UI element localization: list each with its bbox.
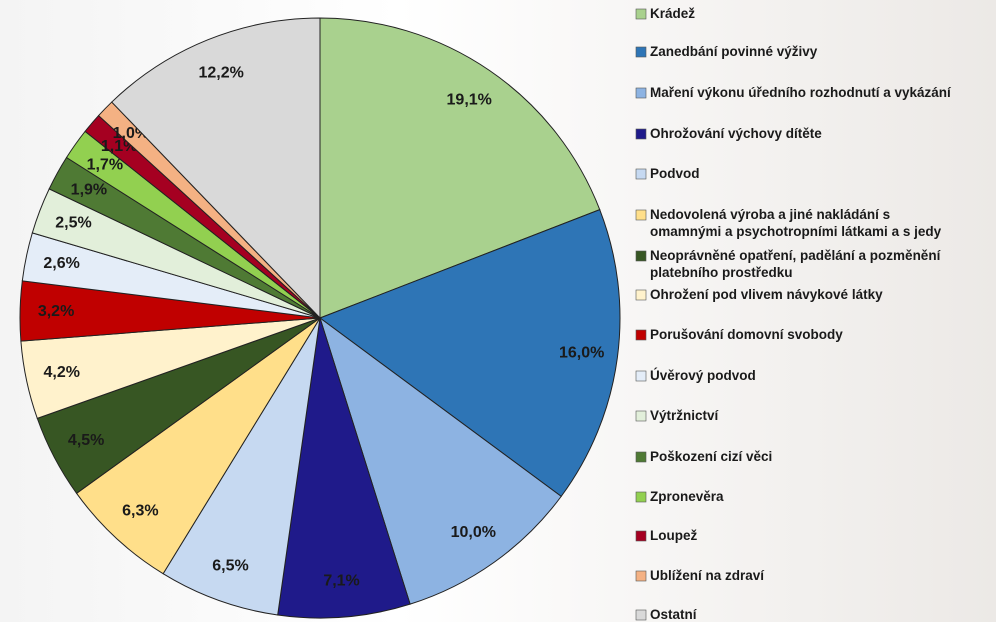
legend-swatch (635, 410, 647, 422)
legend-label: Porušování domovní svobody (650, 327, 843, 342)
legend-label: Výtržnictví (650, 408, 720, 423)
legend-swatch (635, 491, 647, 503)
legend-label: Podvod (650, 166, 700, 181)
legend-label: Loupež (650, 528, 697, 543)
legend-swatch (635, 370, 647, 382)
legend-label: Poškození cizí věci (650, 449, 772, 464)
legend-line: Nedovolená výroba a jiné nakládání s (650, 207, 890, 222)
legend-swatch (635, 8, 647, 20)
legend-line: platebního prostředku (650, 265, 793, 280)
pie-slice (277, 317, 411, 619)
legend-swatch (635, 168, 647, 180)
pie-slice (75, 317, 321, 575)
data-label: 4,2% (44, 364, 80, 381)
data-label: 6,3% (122, 503, 158, 520)
legend-line: Ohrožování výchovy dítěte (650, 126, 822, 141)
data-label: 19,1% (447, 91, 492, 108)
legend-line: Výtržnictví (650, 408, 720, 423)
legend-line: Neoprávněné opatření, padělání a pozměně… (650, 248, 942, 263)
legend-line: Úvěrový podvod (650, 368, 756, 383)
legend-swatch (635, 530, 647, 542)
legend-label: Ohrožování výchovy dítěte (650, 126, 822, 141)
data-label: 2,5% (55, 215, 91, 232)
legend-label: Ostatní (650, 607, 698, 622)
legend-line: Krádež (650, 6, 695, 21)
legend-swatch (635, 451, 647, 463)
legend-line: Poškození cizí věci (650, 449, 772, 464)
data-label: 6,5% (212, 558, 248, 575)
legend-swatch (635, 87, 647, 99)
pie-slice (111, 17, 321, 320)
pie-slice (319, 316, 562, 605)
legend-swatch (635, 46, 647, 58)
legend-label: Zanedbání povinné výživy (650, 44, 818, 59)
legend-label: Zpronevěra (650, 489, 724, 504)
legend-swatch (635, 289, 647, 301)
legend-label: Nedovolená výroba a jiné nakládání s omam… (650, 207, 942, 239)
data-label: 1,7% (87, 156, 123, 173)
legend-swatch (635, 128, 647, 140)
data-label: 7,1% (323, 572, 359, 589)
legend-swatch (635, 570, 647, 582)
data-label: 1,9% (71, 182, 107, 199)
legend-line: omamnými a psychotropními látkami a s je… (650, 224, 942, 239)
pie-slice (318, 209, 621, 498)
pie-slice (162, 317, 321, 616)
legend-line: Loupež (650, 528, 697, 543)
pie-slice (319, 17, 601, 319)
legend-swatch (635, 329, 647, 341)
legend-label: Maření výkonu úředního rozhodnutí a vyká… (650, 85, 952, 100)
data-label: 3,2% (38, 303, 74, 320)
legend-swatch (635, 609, 647, 621)
data-label: 16,0% (559, 344, 604, 361)
legend-label: Neoprávněné opatření, padělání a pozměně… (650, 248, 942, 280)
legend-line: Zpronevěra (650, 489, 724, 504)
data-label: 10,0% (451, 524, 496, 541)
legend-label: Ublížení na zdraví (650, 568, 765, 583)
legend-line: Ublížení na zdraví (650, 568, 765, 583)
legend-line: Podvod (650, 166, 700, 181)
data-label: 4,5% (68, 432, 104, 449)
legend-swatch (635, 209, 647, 221)
legend-line: Ohrožení pod vlivem návykové látky (650, 287, 883, 302)
legend-line: Porušování domovní svobody (650, 327, 843, 342)
legend-line: Ostatní (650, 607, 698, 622)
legend-swatch (635, 250, 647, 262)
data-label: 12,2% (198, 64, 243, 81)
legend-label: Ohrožení pod vlivem návykové látky (650, 287, 883, 302)
legend-line: Maření výkonu úředního rozhodnutí a vyká… (650, 85, 952, 100)
data-label: 2,6% (43, 255, 79, 272)
legend-line: Zanedbání povinné výživy (650, 44, 818, 59)
legend-label: Úvěrový podvod (650, 368, 756, 383)
legend-label: Krádež (650, 6, 695, 21)
